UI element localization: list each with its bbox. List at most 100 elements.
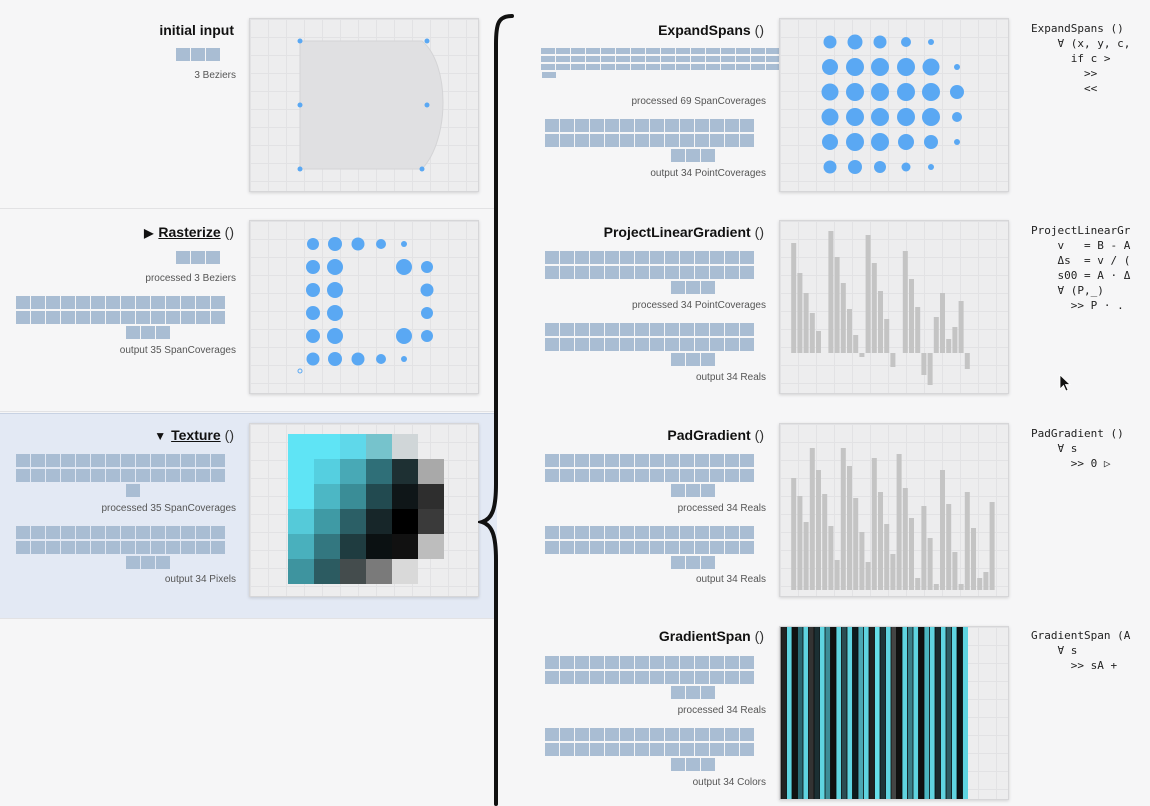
disclosure-triangle-icon[interactable]: ▼ (154, 429, 167, 443)
data-cell (650, 743, 664, 756)
data-cell (740, 134, 754, 147)
data-cell (635, 454, 649, 467)
stage-title-initial-input: initial input (159, 22, 234, 38)
data-cell (701, 686, 715, 699)
data-cell (560, 743, 574, 756)
color-stripe (858, 627, 864, 799)
rasterize-thumbnail[interactable] (249, 220, 479, 394)
data-cell (665, 469, 679, 482)
stage-title-expandspans[interactable]: ExpandSpans() (658, 22, 764, 38)
data-cell (695, 119, 709, 132)
stage-title-texture[interactable]: ▼ Texture() (154, 427, 234, 443)
texture-pixel (314, 484, 340, 509)
value-bar (847, 309, 852, 353)
data-cell (650, 266, 664, 279)
data-cell (665, 656, 679, 669)
data-cell (650, 338, 664, 351)
data-cell (686, 556, 700, 569)
data-cell (151, 526, 165, 539)
data-cell (680, 119, 694, 132)
data-cell (646, 48, 660, 54)
data-cell (91, 296, 105, 309)
data-cell (560, 251, 574, 264)
data-cell (560, 266, 574, 279)
value-bar (902, 488, 908, 590)
data-cell (196, 296, 210, 309)
color-stripe (847, 627, 853, 799)
stage-name-link[interactable]: Texture (171, 427, 221, 443)
data-cell (665, 454, 679, 467)
texture-pixel (314, 459, 340, 484)
stage-name-link[interactable]: Rasterize (158, 224, 221, 240)
color-stripe (781, 627, 787, 799)
texture-pixel (340, 559, 366, 584)
color-stripe (924, 627, 930, 799)
data-cell (725, 541, 739, 554)
data-cell (680, 469, 694, 482)
value-bar (809, 313, 815, 353)
texture-thumbnail[interactable] (249, 423, 479, 597)
projectlineargradient-thumbnail[interactable] (779, 220, 1009, 394)
processed-caption: processed 34 PointCoverages (632, 300, 766, 311)
value-bar (797, 273, 803, 353)
data-cell (680, 743, 694, 756)
processed-caption: processed 3 Beziers (145, 273, 236, 284)
data-cell (31, 541, 45, 554)
data-cell (751, 48, 765, 54)
data-cell (766, 48, 780, 54)
data-cell (560, 134, 574, 147)
data-cell (665, 266, 679, 279)
value-bar (853, 498, 859, 590)
texture-pixel (314, 509, 340, 534)
stage-title-padgradient[interactable]: PadGradient() (667, 427, 764, 443)
value-bar (791, 478, 797, 590)
value-bar (828, 526, 834, 590)
data-cell (545, 323, 559, 336)
texture-pixel (392, 434, 418, 459)
stage-title-rasterize[interactable]: ▶ Rasterize() (144, 224, 234, 240)
value-bar (840, 448, 846, 590)
data-cell (590, 526, 604, 539)
gradientspan-thumbnail[interactable] (779, 626, 1009, 800)
data-cell (121, 454, 135, 467)
data-cell (206, 251, 220, 264)
data-cell (740, 266, 754, 279)
expandspans-thumbnail[interactable] (779, 18, 1009, 192)
data-cell (710, 134, 724, 147)
stage-name: initial input (159, 22, 234, 38)
data-cell (740, 728, 754, 741)
data-cell (61, 296, 75, 309)
stage-title-gradientspan[interactable]: GradientSpan() (659, 628, 764, 644)
disclosure-triangle-icon[interactable]: ▶ (144, 226, 154, 240)
data-cell (601, 56, 615, 62)
data-cell (590, 656, 604, 669)
texture-pixel (418, 459, 444, 484)
data-cell (725, 526, 739, 539)
data-cell (16, 469, 30, 482)
data-cell (710, 656, 724, 669)
value-bar (927, 353, 933, 385)
padgradient-thumbnail[interactable] (779, 423, 1009, 597)
data-cell (575, 338, 589, 351)
bezier-thumbnail[interactable] (249, 18, 479, 192)
data-cell (560, 469, 574, 482)
data-cell (671, 484, 685, 497)
value-bar (809, 448, 815, 590)
data-cell (31, 296, 45, 309)
data-cell (706, 48, 720, 54)
data-cell (590, 469, 604, 482)
data-cell (560, 728, 574, 741)
color-stripe (957, 627, 963, 799)
data-cell (106, 296, 120, 309)
data-cell (676, 48, 690, 54)
color-stripe (808, 627, 814, 799)
data-cell (661, 48, 675, 54)
data-cell (560, 671, 574, 684)
data-cell (586, 56, 600, 62)
data-cell (541, 64, 555, 70)
value-bar (921, 353, 927, 375)
color-stripe (852, 627, 858, 799)
color-stripe (819, 627, 825, 799)
stage-title-projectlineargradient[interactable]: ProjectLinearGradient() (604, 224, 764, 240)
data-cell (605, 251, 619, 264)
